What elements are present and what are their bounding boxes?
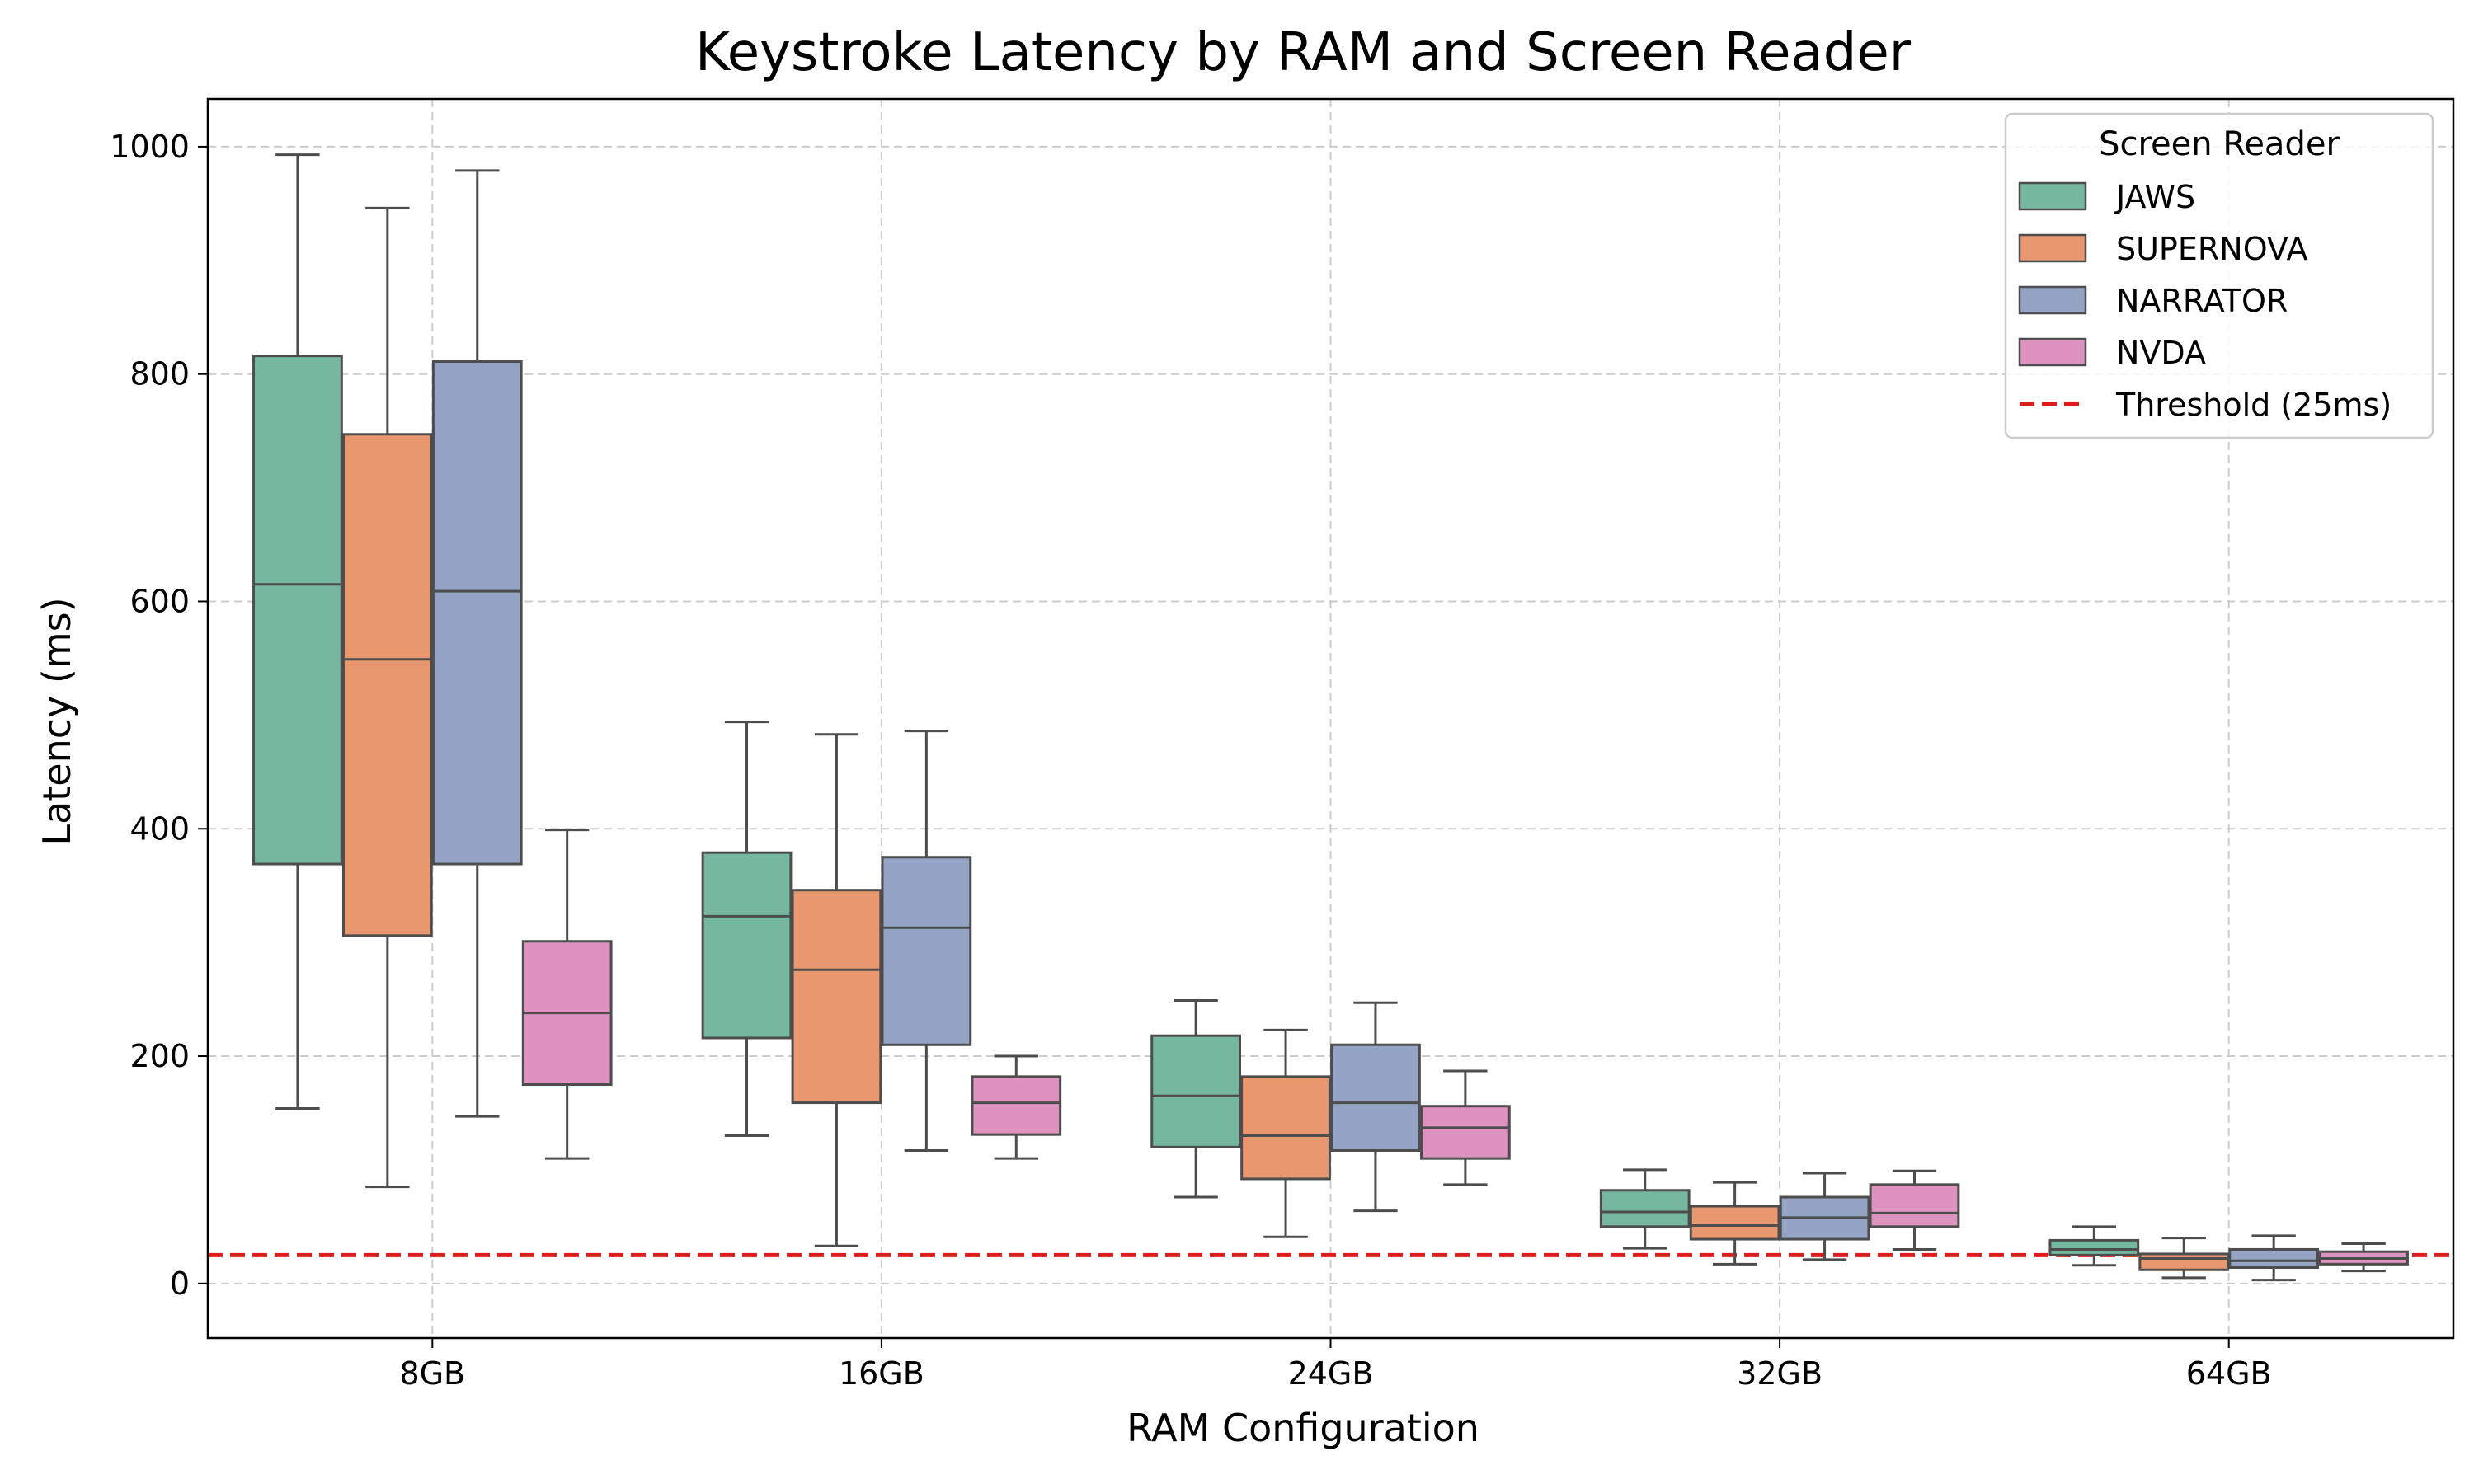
box-plots <box>252 153 2409 1282</box>
box-plot-narrator <box>1330 1001 1421 1213</box>
box-plot-nvda <box>1869 1169 1960 1251</box>
box-plot-nvda <box>971 1054 1062 1160</box>
y-tick-label: 800 <box>129 356 190 392</box>
legend-swatch-narrator <box>2018 285 2087 315</box>
box-plot-supernova <box>2138 1237 2230 1280</box>
box <box>1420 1105 1511 1160</box>
legend: Screen Reader JAWS SUPERNOVA NARRATOR NVDA T… <box>2004 112 2434 439</box>
box <box>971 1075 1062 1136</box>
x-tick-label: 8GB <box>399 1355 465 1392</box>
box-plot-supernova <box>341 206 433 1189</box>
box <box>791 889 882 1105</box>
box <box>881 856 972 1046</box>
box <box>1330 1043 1421 1152</box>
box <box>2138 1252 2230 1271</box>
box <box>1599 1189 1691 1228</box>
legend-label-narrator: NARRATOR <box>2116 283 2288 319</box>
box-plot-nvda <box>521 829 613 1160</box>
x-axis-label: RAM Configuration <box>1126 1406 1479 1450</box>
box <box>2228 1247 2320 1270</box>
box <box>1689 1205 1780 1241</box>
box <box>701 851 793 1040</box>
legend-title: Screen Reader <box>2099 125 2340 163</box>
box-plot-jaws <box>252 153 343 1110</box>
legend-label-nvda: NVDA <box>2116 335 2206 371</box>
box-plot-supernova <box>1240 1028 1331 1238</box>
y-tick-label: 400 <box>129 810 190 847</box>
legend-label-jaws: JAWS <box>2114 179 2195 215</box>
y-axis: 0 200 400 600 800 1000 <box>110 129 208 1302</box>
box-plot-jaws <box>701 721 793 1138</box>
chart-title: Keystroke Latency by RAM and Screen Read… <box>695 22 1912 83</box>
box-plot-jaws <box>2048 1225 2140 1267</box>
box <box>1869 1183 1960 1228</box>
box-plot-narrator <box>881 730 972 1152</box>
y-axis-label: Latency (ms) <box>35 597 79 845</box>
box <box>1240 1075 1331 1181</box>
box-plot-supernova <box>1689 1181 1780 1266</box>
box <box>341 433 433 937</box>
box-plot-narrator <box>1779 1172 1870 1261</box>
box-plot-jaws <box>1150 998 1241 1199</box>
legend-label-supernova: SUPERNOVA <box>2116 231 2308 267</box>
box <box>2048 1238 2140 1256</box>
box-plot-narrator <box>431 169 523 1118</box>
x-axis: 8GB 16GB 24GB 32GB 64GB <box>399 1338 2272 1392</box>
box-plot-nvda <box>2318 1242 2409 1273</box>
box-plot-nvda <box>1420 1069 1511 1186</box>
y-tick-label: 200 <box>129 1038 190 1074</box>
legend-label-threshold: Threshold (25ms) <box>2115 387 2392 423</box>
legend-swatch-jaws <box>2018 181 2087 211</box>
x-tick-label: 32GB <box>1737 1355 1823 1392</box>
y-tick-label: 600 <box>129 583 190 619</box>
legend-swatch-nvda <box>2018 337 2087 367</box>
legend-box <box>2004 112 2434 439</box>
y-tick-label: 1000 <box>110 129 190 165</box>
box-plot-supernova <box>791 733 882 1247</box>
box <box>431 360 523 866</box>
x-tick-label: 64GB <box>2186 1355 2272 1392</box>
box <box>1150 1034 1241 1148</box>
y-tick-label: 0 <box>170 1266 190 1302</box>
box-plot-jaws <box>1599 1168 1691 1250</box>
x-tick-label: 24GB <box>1288 1355 1374 1392</box>
box <box>252 355 343 866</box>
x-tick-label: 16GB <box>839 1355 924 1392</box>
box-plot-narrator <box>2228 1234 2320 1282</box>
legend-swatch-supernova <box>2018 233 2087 263</box>
